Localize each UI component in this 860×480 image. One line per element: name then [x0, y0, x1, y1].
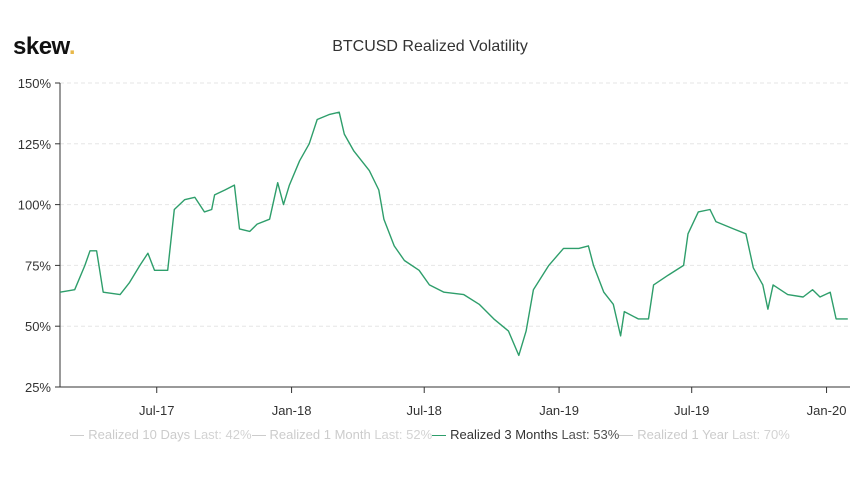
y-tick-label: 50% [25, 319, 51, 334]
x-tick-label: Jan-18 [272, 403, 312, 418]
legend-item[interactable]: Realized 3 Months Last: 53% [432, 427, 619, 442]
legend-swatch [251, 435, 266, 437]
y-tick-label: 25% [25, 380, 51, 395]
legend-swatch [70, 435, 85, 437]
legend-name: Realized 1 Month [269, 427, 375, 442]
y-tick-label: 125% [18, 137, 52, 152]
legend-name: Realized 3 Months [450, 427, 562, 442]
legend-name: Realized 10 Days [88, 427, 194, 442]
legend-last: Last: 70% [731, 427, 790, 442]
legend-item[interactable]: Realized 1 Year Last: 70% [619, 427, 790, 442]
x-tick-label: Jan-20 [807, 403, 847, 418]
x-tick-label: Jul-19 [674, 403, 709, 418]
logo-text: skew [13, 33, 69, 60]
legend-last: Last: 52% [374, 427, 433, 442]
x-tick-label: Jul-17 [139, 403, 174, 418]
y-tick-label: 75% [25, 258, 51, 273]
legend-last: Last: 42% [193, 427, 252, 442]
legend-swatch [619, 435, 634, 437]
legend-name: Realized 1 Year [637, 427, 732, 442]
logo-dot: . [68, 33, 76, 60]
y-tick-label: 100% [18, 198, 52, 213]
y-tick-label: 150% [18, 76, 52, 91]
x-tick-label: Jan-19 [539, 403, 579, 418]
x-tick-label: Jul-18 [407, 403, 442, 418]
series-line-realized-3-months [59, 111, 848, 357]
skew-logo: skew. [13, 33, 76, 61]
legend-last: Last: 53% [561, 427, 620, 442]
legend-item[interactable]: Realized 10 Days Last: 42% [70, 427, 252, 442]
legend: Realized 10 Days Last: 42% Realized 1 Mon… [0, 427, 860, 442]
legend-item[interactable]: Realized 1 Month Last: 52% [251, 427, 433, 442]
legend-swatch [432, 435, 447, 437]
chart-title: BTCUSD Realized Volatility [332, 38, 528, 55]
